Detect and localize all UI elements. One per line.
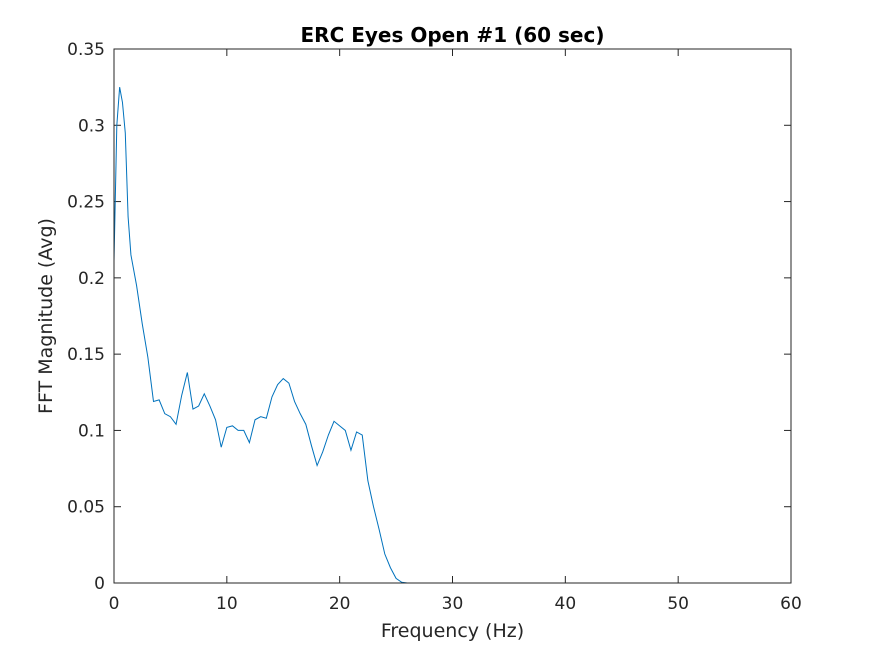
- y-tick-label: 0.25: [67, 193, 105, 213]
- x-tick-labels: 0 10 20 30 40 50 60: [109, 594, 802, 614]
- x-axis-label: Frequency (Hz): [381, 620, 524, 642]
- x-tick-label: 40: [555, 594, 577, 614]
- y-tick-label: 0.3: [78, 116, 105, 136]
- y-axis-label: FFT Magnitude (Avg): [35, 218, 57, 414]
- x-tick-label: 60: [780, 594, 802, 614]
- y-tick-label: 0.05: [67, 498, 105, 518]
- y-tick-label: 0.35: [67, 40, 105, 60]
- y-tick-label: 0: [94, 574, 105, 594]
- x-tick-label: 50: [667, 594, 689, 614]
- y-tick-label: 0.2: [78, 269, 105, 289]
- chart-title: ERC Eyes Open #1 (60 sec): [301, 23, 605, 47]
- x-tick-label: 20: [329, 594, 351, 614]
- axes-box: [113, 48, 792, 584]
- plot-area: [114, 49, 791, 583]
- x-tick-label: 10: [216, 594, 238, 614]
- y-tick-label: 0.15: [67, 345, 105, 365]
- x-tick-label: 30: [442, 594, 464, 614]
- x-tick-label: 0: [109, 594, 120, 614]
- y-tick-labels: 0 0.05 0.1 0.15 0.2 0.25 0.3 0.35: [67, 40, 105, 594]
- y-tick-label: 0.1: [78, 421, 105, 441]
- series-line: [113, 87, 791, 584]
